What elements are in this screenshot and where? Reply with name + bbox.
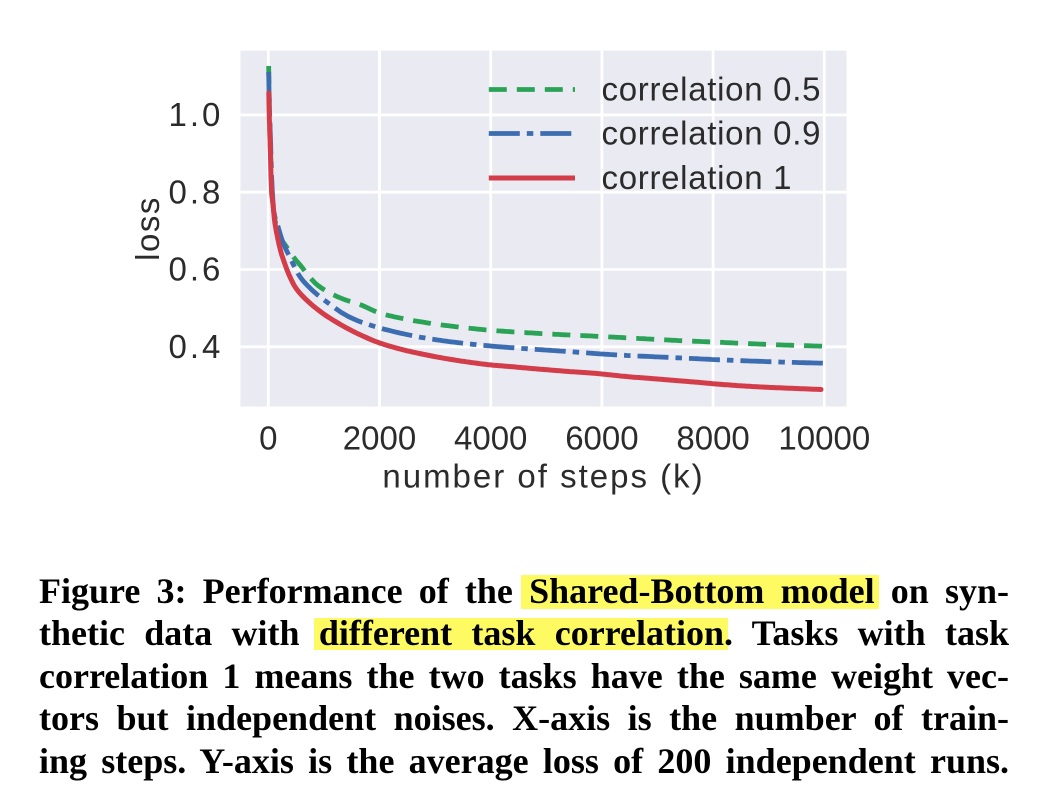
svg-text:0.4: 0.4 xyxy=(169,328,224,365)
svg-text:1.0: 1.0 xyxy=(169,96,224,133)
svg-text:0.8: 0.8 xyxy=(169,173,224,210)
svg-text:8000: 8000 xyxy=(676,420,749,457)
svg-text:6000: 6000 xyxy=(565,420,638,457)
svg-text:correlation 1: correlation 1 xyxy=(602,159,793,196)
svg-text:loss: loss xyxy=(129,196,166,261)
svg-text:4000: 4000 xyxy=(454,420,527,457)
svg-text:0.6: 0.6 xyxy=(169,251,224,288)
svg-text:number of steps (k): number of steps (k) xyxy=(382,458,704,495)
svg-text:correlation 0.9: correlation 0.9 xyxy=(602,115,822,152)
svg-text:10000: 10000 xyxy=(778,420,870,457)
svg-text:correlation 0.5: correlation 0.5 xyxy=(602,71,822,108)
svg-text:0: 0 xyxy=(259,420,277,457)
svg-text:2000: 2000 xyxy=(343,420,416,457)
